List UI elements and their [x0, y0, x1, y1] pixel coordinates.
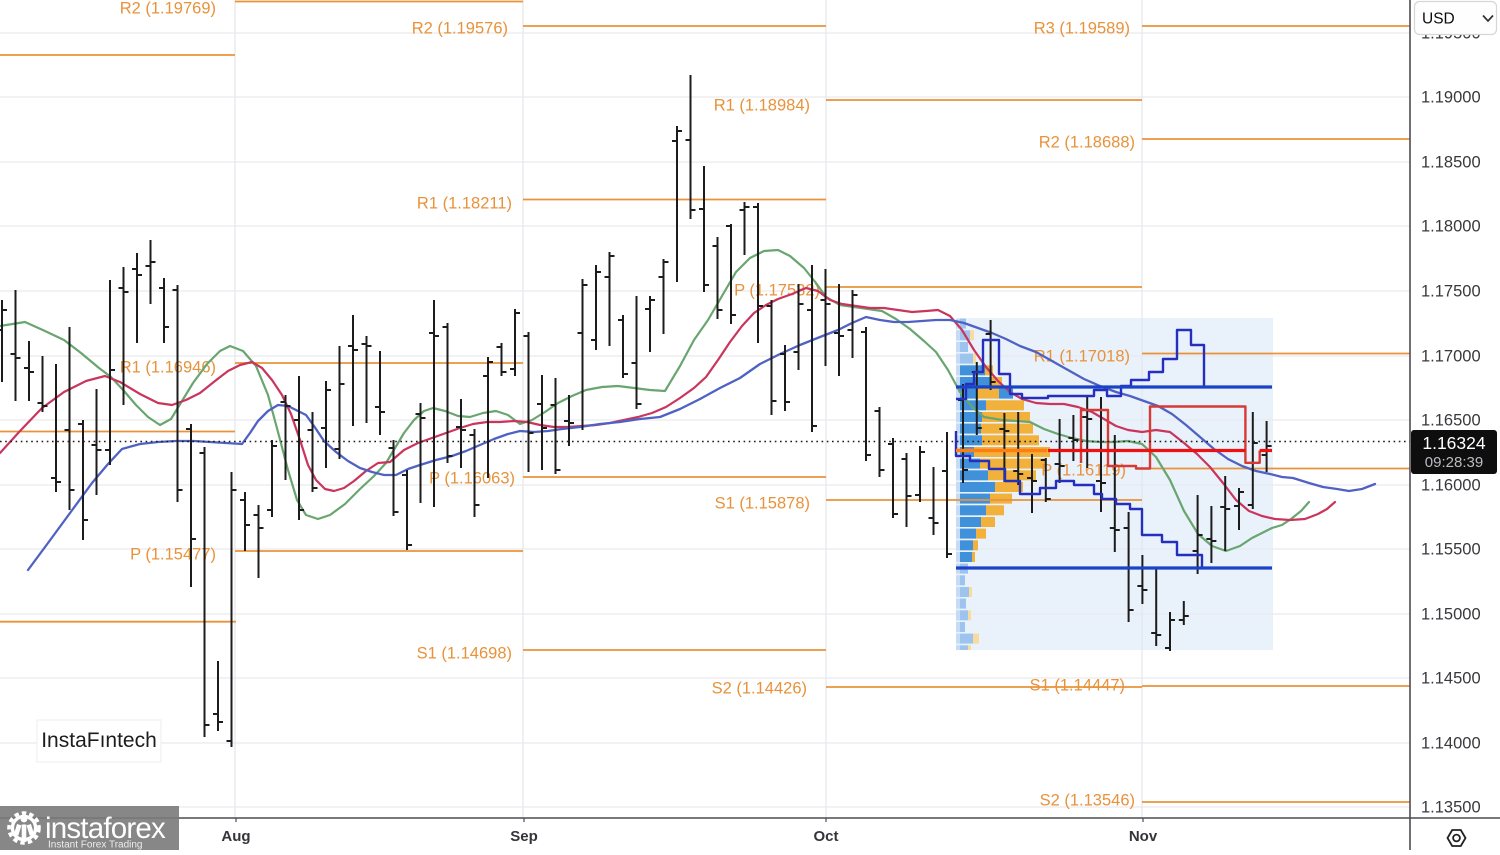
svg-text:R2 (1.19769): R2 (1.19769): [120, 0, 216, 18]
svg-text:1.18500: 1.18500: [1421, 154, 1481, 172]
svg-text:Sep: Sep: [510, 828, 538, 845]
svg-text:Oct: Oct: [813, 828, 838, 845]
svg-text:1.15500: 1.15500: [1421, 541, 1481, 559]
svg-text:1.18000: 1.18000: [1421, 218, 1481, 236]
svg-text:R3 (1.19589): R3 (1.19589): [1034, 20, 1130, 38]
svg-text:R1 (1.17018): R1 (1.17018): [1034, 348, 1130, 366]
svg-text:S2 (1.14426): S2 (1.14426): [712, 680, 807, 698]
svg-text:R1 (1.16946): R1 (1.16946): [120, 359, 216, 377]
svg-text:S1 (1.15878): S1 (1.15878): [715, 495, 810, 513]
svg-text:1.17000: 1.17000: [1421, 348, 1481, 366]
svg-text:S2 (1.13546): S2 (1.13546): [1040, 792, 1135, 810]
svg-text:1.13500: 1.13500: [1421, 799, 1481, 817]
svg-text:Aug: Aug: [221, 828, 250, 845]
svg-text:InstaFıntech: InstaFıntech: [41, 729, 157, 752]
svg-text:1.16324: 1.16324: [1422, 433, 1486, 453]
svg-text:1.19000: 1.19000: [1421, 89, 1481, 107]
svg-text:09:28:39: 09:28:39: [1425, 454, 1483, 471]
svg-text:Instant Forex Trading: Instant Forex Trading: [48, 840, 143, 851]
svg-text:1.17500: 1.17500: [1421, 283, 1481, 301]
svg-text:1.16500: 1.16500: [1421, 412, 1481, 430]
svg-text:P (1.15477): P (1.15477): [130, 546, 216, 564]
svg-text:1.14500: 1.14500: [1421, 670, 1481, 688]
svg-text:1.15000: 1.15000: [1421, 606, 1481, 624]
svg-text:Nov: Nov: [1129, 828, 1158, 845]
svg-text:P (1.17532): P (1.17532): [734, 282, 820, 300]
svg-text:R1 (1.18211): R1 (1.18211): [417, 195, 512, 213]
svg-text:P (1.16119): P (1.16119): [1041, 462, 1126, 480]
svg-text:USD: USD: [1422, 11, 1455, 28]
svg-text:1.16000: 1.16000: [1421, 477, 1481, 495]
svg-text:R2 (1.19576): R2 (1.19576): [412, 20, 508, 38]
svg-text:1.14000: 1.14000: [1421, 735, 1481, 753]
svg-text:R1 (1.18984): R1 (1.18984): [714, 97, 810, 115]
svg-text:P (1.16063): P (1.16063): [429, 470, 515, 488]
svg-text:S1 (1.14447): S1 (1.14447): [1030, 677, 1125, 695]
svg-text:S1 (1.14698): S1 (1.14698): [417, 645, 512, 663]
svg-text:instaforex: instaforex: [45, 812, 166, 845]
svg-text:R2 (1.18688): R2 (1.18688): [1039, 134, 1135, 152]
